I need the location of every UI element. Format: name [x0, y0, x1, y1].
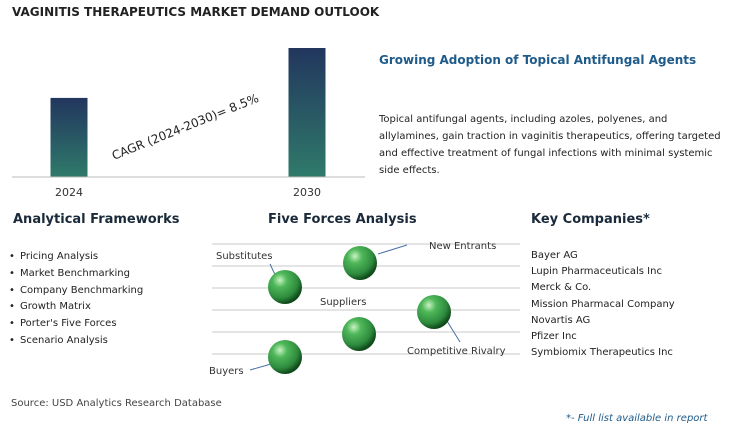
five-forces-title: Five Forces Analysis: [268, 212, 417, 227]
competitive-rivalry-label: Competitive Rivalry: [407, 346, 506, 357]
list-item: Novartis AG: [531, 314, 591, 326]
list-item: Company Benchmarking: [8, 283, 143, 300]
page-title: VAGINITIS THERAPEUTICS MARKET DEMAND OUT…: [12, 5, 380, 19]
competitive-rivalry-sphere: [417, 295, 451, 329]
list-item: Market Benchmarking: [8, 266, 143, 283]
source-note: Source: USD Analytics Research Database: [11, 398, 222, 409]
list-item: Growth Matrix: [8, 299, 143, 316]
description: Topical antifungal agents, including azo…: [379, 114, 721, 176]
buyers-sphere: [268, 340, 302, 374]
list-item: Symbiomix Therapeutics Inc: [531, 347, 673, 359]
list-item: Merck & Co.: [531, 282, 592, 294]
suppliers-label: Suppliers: [320, 297, 366, 308]
footnote: *- Full list available in report: [566, 413, 708, 424]
list-item: Pfizer Inc: [531, 331, 577, 343]
key-companies-title: Key Companies*: [531, 212, 650, 227]
x-tick-label: 2030: [293, 186, 321, 199]
suppliers-sphere: [342, 317, 376, 351]
x-tick-label: 2024: [55, 186, 83, 199]
bar-chart: 2024 2030: [50, 48, 326, 199]
list-item: Lupin Pharmaceuticals Inc: [531, 266, 662, 278]
bar-2030: [288, 48, 326, 177]
cagr-annotation: CAGR (2024-2030)= 8.5%: [110, 91, 261, 163]
list-item: Scenario Analysis: [8, 333, 143, 350]
analytical-frameworks-title: Analytical Frameworks: [13, 212, 180, 227]
new-entrants-label: New Entrants: [429, 241, 496, 252]
substitutes-label: Substitutes: [216, 251, 272, 262]
substitutes-sphere: [268, 270, 302, 304]
list-item: Bayer AG: [531, 250, 578, 261]
bar-2024: [50, 97, 88, 177]
analytical-frameworks-list: Pricing Analysis Market Benchmarking Com…: [8, 249, 143, 350]
key-companies-list: Bayer AG Lupin Pharmaceuticals Inc Merck…: [531, 248, 675, 361]
list-item: Pricing Analysis: [8, 249, 143, 266]
list-item: Mission Pharmacal Company: [531, 298, 675, 310]
list-item: Porter's Five Forces: [8, 316, 143, 333]
headline: Growing Adoption of Topical Antifungal A…: [379, 53, 697, 67]
buyers-label: Buyers: [209, 366, 244, 377]
new-entrants-sphere: [343, 246, 377, 280]
